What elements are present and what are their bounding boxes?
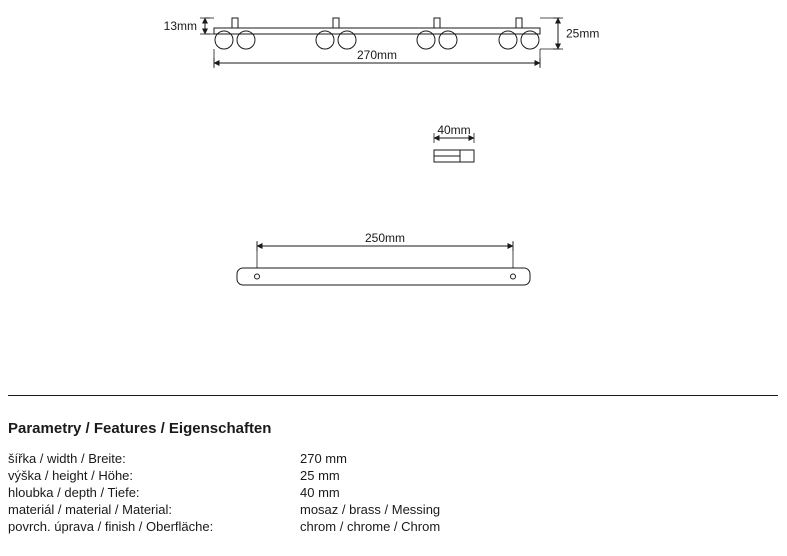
side-view: 40mm	[434, 123, 474, 162]
feature-row: hloubka / depth / Tiefe:40 mm	[8, 485, 778, 500]
features-heading: Parametry / Features / Eigenschaften	[8, 420, 778, 437]
feature-row: výška / height / Höhe:25 mm	[8, 468, 778, 483]
feature-value: 25 mm	[300, 468, 340, 483]
front-view: 13mm 25mm 270mm	[164, 18, 600, 68]
feature-row: materiál / material / Material:mosaz / b…	[8, 502, 778, 517]
feature-value: chrom / chrome / Chrom	[300, 519, 440, 534]
technical-drawing: 13mm 25mm 270mm 40mm 250mm	[0, 0, 787, 310]
features-section: Parametry / Features / Eigenschaften šíř…	[8, 420, 778, 536]
feature-row: šířka / width / Breite:270 mm	[8, 451, 778, 466]
feature-value: 270 mm	[300, 451, 347, 466]
feature-value: mosaz / brass / Messing	[300, 502, 440, 517]
page: 13mm 25mm 270mm 40mm 250mm Parametry / Fea…	[0, 0, 787, 556]
feature-value: 40 mm	[300, 485, 340, 500]
dimension-label: 250mm	[365, 231, 405, 245]
feature-key: hloubka / depth / Tiefe:	[8, 485, 300, 500]
dimension-label: 25mm	[566, 27, 599, 41]
feature-key: výška / height / Höhe:	[8, 468, 300, 483]
dimension-label: 40mm	[437, 123, 470, 137]
dimension-label: 13mm	[164, 19, 197, 33]
feature-key: materiál / material / Material:	[8, 502, 300, 517]
feature-row: povrch. úprava / finish / Oberfläche:chr…	[8, 519, 778, 534]
dimension-label: 270mm	[357, 48, 397, 62]
feature-key: povrch. úprava / finish / Oberfläche:	[8, 519, 300, 534]
section-divider	[8, 395, 778, 396]
feature-key: šířka / width / Breite:	[8, 451, 300, 466]
plate-view: 250mm	[237, 231, 530, 285]
